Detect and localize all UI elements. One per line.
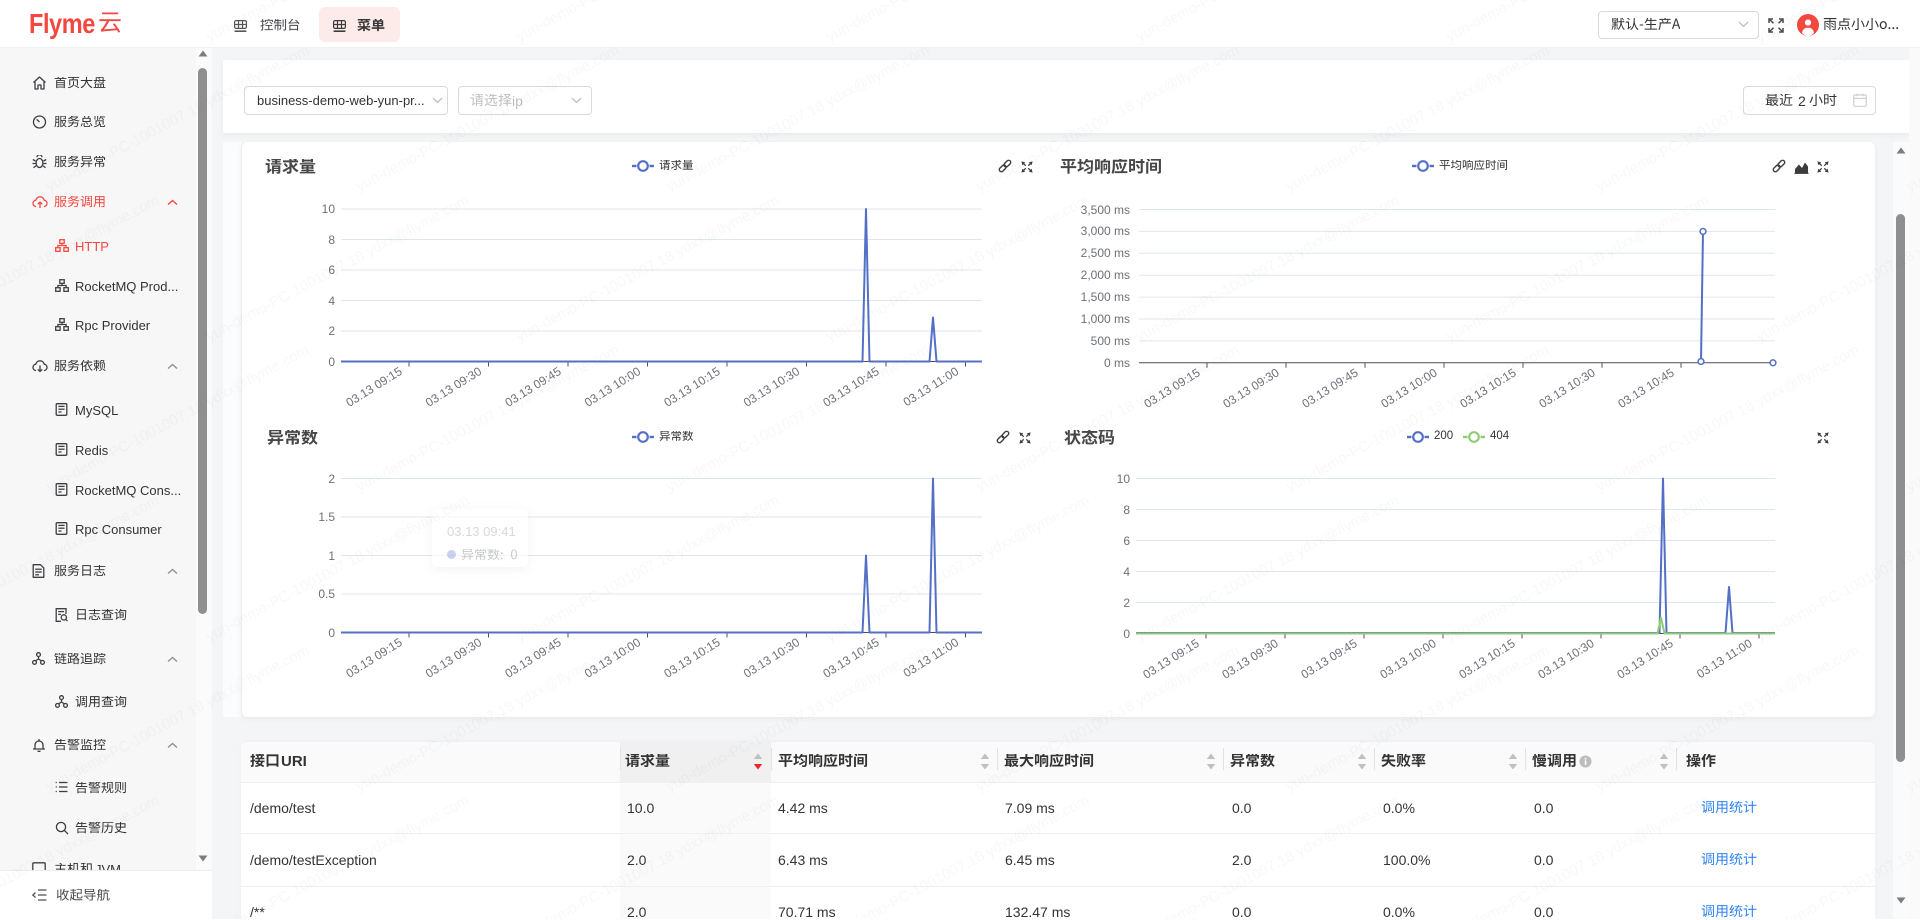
svg-text:03.13 10:45: 03.13 10:45: [820, 364, 881, 410]
svg-text:03.13 10:45: 03.13 10:45: [1615, 365, 1676, 411]
svg-text:03.13 09:45: 03.13 09:45: [1298, 636, 1359, 682]
svg-text:03.13 10:15: 03.13 10:15: [661, 635, 722, 681]
svg-text:03.13 10:30: 03.13 10:30: [1536, 365, 1597, 411]
svg-text:03.13 10:00: 03.13 10:00: [582, 635, 643, 681]
svg-text:03.13 11:00: 03.13 11:00: [901, 635, 962, 680]
svg-text:03.13 09:30: 03.13 09:30: [423, 635, 484, 681]
svg-text:03.13 09:15: 03.13 09:15: [343, 364, 404, 410]
svg-text:03.13 09:15: 03.13 09:15: [343, 635, 404, 681]
svg-text:03.13 09:15: 03.13 09:15: [1140, 636, 1201, 682]
svg-text:03.13 11:00: 03.13 11:00: [901, 364, 962, 409]
svg-text:03.13 10:15: 03.13 10:15: [661, 364, 722, 410]
svg-text:03.13 10:30: 03.13 10:30: [1535, 636, 1596, 682]
svg-text:03.13 10:45: 03.13 10:45: [1614, 636, 1675, 682]
svg-text:03.13 10:00: 03.13 10:00: [582, 364, 643, 410]
svg-text:03.13 10:00: 03.13 10:00: [1378, 365, 1439, 411]
svg-text:03.13 10:30: 03.13 10:30: [741, 364, 802, 410]
svg-text:03.13 10:45: 03.13 10:45: [820, 635, 881, 681]
svg-text:03.13 10:30: 03.13 10:30: [741, 635, 802, 681]
svg-text:03.13 09:45: 03.13 09:45: [502, 364, 563, 410]
svg-text:03.13 09:15: 03.13 09:15: [1141, 365, 1202, 411]
svg-text:03.13 09:30: 03.13 09:30: [1219, 636, 1280, 682]
svg-text:03.13 10:15: 03.13 10:15: [1456, 636, 1517, 682]
svg-text:03.13 09:30: 03.13 09:30: [423, 364, 484, 410]
svg-text:03.13 11:00: 03.13 11:00: [1694, 636, 1755, 681]
svg-text:03.13 09:30: 03.13 09:30: [1220, 365, 1281, 411]
svg-text:03.13 10:15: 03.13 10:15: [1457, 365, 1518, 411]
svg-text:03.13 09:45: 03.13 09:45: [1299, 365, 1360, 411]
svg-text:03.13 09:45: 03.13 09:45: [502, 635, 563, 681]
svg-text:03.13 10:00: 03.13 10:00: [1377, 636, 1438, 682]
